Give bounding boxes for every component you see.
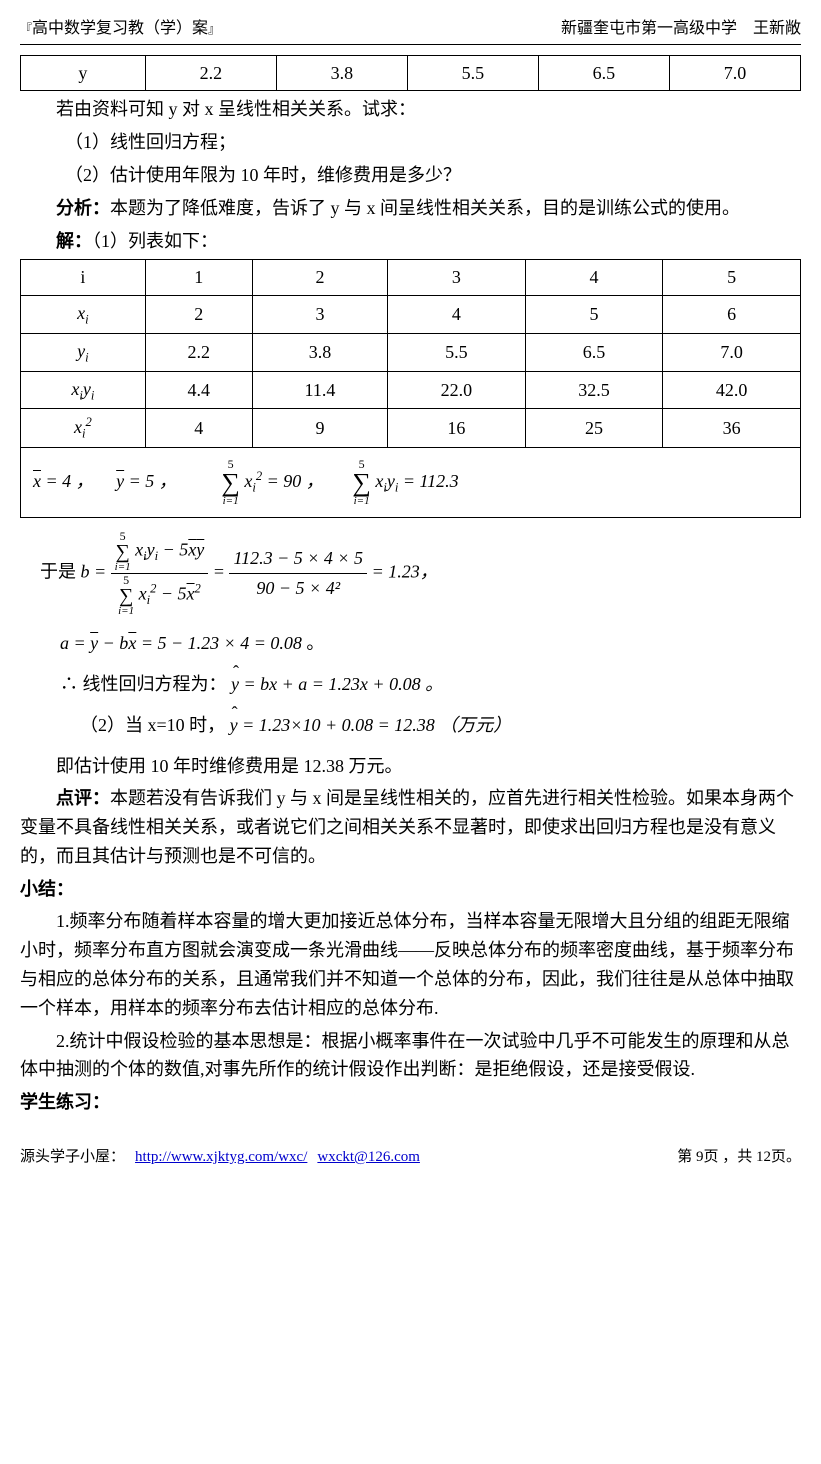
- comment-text: 本题若没有告诉我们 y 与 x 间是呈线性相关的，应首先进行相关性检验。如果本身…: [20, 788, 794, 866]
- sigma-icon: 5∑i=1: [221, 458, 240, 507]
- analysis-text: 本题为了降低难度，告诉了 y 与 x 间呈线性相关关系，目的是训练公式的使用。: [110, 198, 740, 218]
- footer-label: 源头学子小屋: [20, 1145, 125, 1169]
- header-right: 新疆奎屯市第一高级中学 王新敞: [561, 16, 801, 42]
- exercise-label: 学生练习：: [20, 1088, 801, 1117]
- table-row: xi23456: [21, 296, 801, 334]
- summary-label: 小结：: [20, 875, 801, 904]
- derivation-a: a = y − bx = 5 − 1.23 × 4 = 0.08 。: [60, 629, 801, 658]
- sigma-icon: 5∑i=1: [352, 458, 371, 507]
- page-header: 高中数学复习教（学）案 新疆奎屯市第一高级中学 王新敞: [20, 12, 801, 45]
- regression-eq: ∴ 线性回归方程为： y = bx + a = 1.23x + 0.08 。: [60, 670, 801, 699]
- page-footer: 源头学子小屋 http://www.xjktyg.com/wxc/ wxckt@…: [20, 1145, 801, 1169]
- table-summary-row: x = 4 ， y = 5 ， 5∑i=1 xi2 = 90 ， 5∑i=1 x…: [21, 448, 801, 518]
- table-row: xi249162536: [21, 409, 801, 448]
- intro-line3: （2）估计使用年限为 10 年时，维修费用是多少？: [20, 161, 801, 190]
- analysis-label: 分析：: [56, 198, 110, 218]
- summary-p1: 1.频率分布随着样本容量的增大更加接近总体分布，当样本容量无限增大且分组的组距无…: [20, 907, 801, 1022]
- comment-para: 点评：本题若没有告诉我们 y 与 x 间是呈线性相关的，应首先进行相关性检验。如…: [20, 784, 801, 870]
- footer-pager: 第 9页 ，共 12页。: [677, 1145, 801, 1169]
- cell: y: [21, 55, 146, 91]
- table-row: xiyi4.411.422.032.542.0: [21, 371, 801, 409]
- summary-p2: 2.统计中假设检验的基本思想是：根据小概率事件在一次试验中几乎不可能发生的原理和…: [20, 1027, 801, 1085]
- solve-line: 解：（1）列表如下：: [20, 227, 801, 256]
- footer-url-link[interactable]: http://www.xjktyg.com/wxc/: [135, 1145, 307, 1169]
- solve-label: 解：: [56, 231, 92, 251]
- footer-mail-link[interactable]: wxckt@126.com: [317, 1145, 420, 1169]
- cell: 2.2: [145, 55, 276, 91]
- table-y: y 2.2 3.8 5.5 6.5 7.0: [20, 55, 801, 92]
- part2-text: 即估计使用 10 年时维修费用是 12.38 万元。: [20, 752, 801, 781]
- solve-text: （1）列表如下：: [92, 231, 218, 251]
- header-left: 高中数学复习教（学）案: [20, 16, 220, 42]
- intro-line1: 若由资料可知 y 对 x 呈线性相关关系。试求：: [20, 95, 801, 124]
- analysis-line: 分析：本题为了降低难度，告诉了 y 与 x 间呈线性相关关系，目的是训练公式的使…: [20, 194, 801, 223]
- cell: 6.5: [538, 55, 669, 91]
- cell: 7.0: [669, 55, 800, 91]
- table-row: yi2.23.85.56.57.0: [21, 333, 801, 371]
- table-data: i12345 xi23456 yi2.23.85.56.57.0 xiyi4.4…: [20, 259, 801, 518]
- derivation-b: 于是 b = 5∑i=1 xiyi − 5xy 5∑i=1 xi2 − 5x2 …: [40, 530, 801, 617]
- cell: 3.8: [276, 55, 407, 91]
- cell: 5.5: [407, 55, 538, 91]
- part2-eq: （2）当 x=10 时， y = 1.23×10 + 0.08 = 12.38 …: [80, 711, 801, 740]
- intro-line2: （1）线性回归方程；: [20, 128, 801, 157]
- table-row: i12345: [21, 260, 801, 296]
- table-row: y 2.2 3.8 5.5 6.5 7.0: [21, 55, 801, 91]
- comment-label: 点评：: [56, 788, 110, 808]
